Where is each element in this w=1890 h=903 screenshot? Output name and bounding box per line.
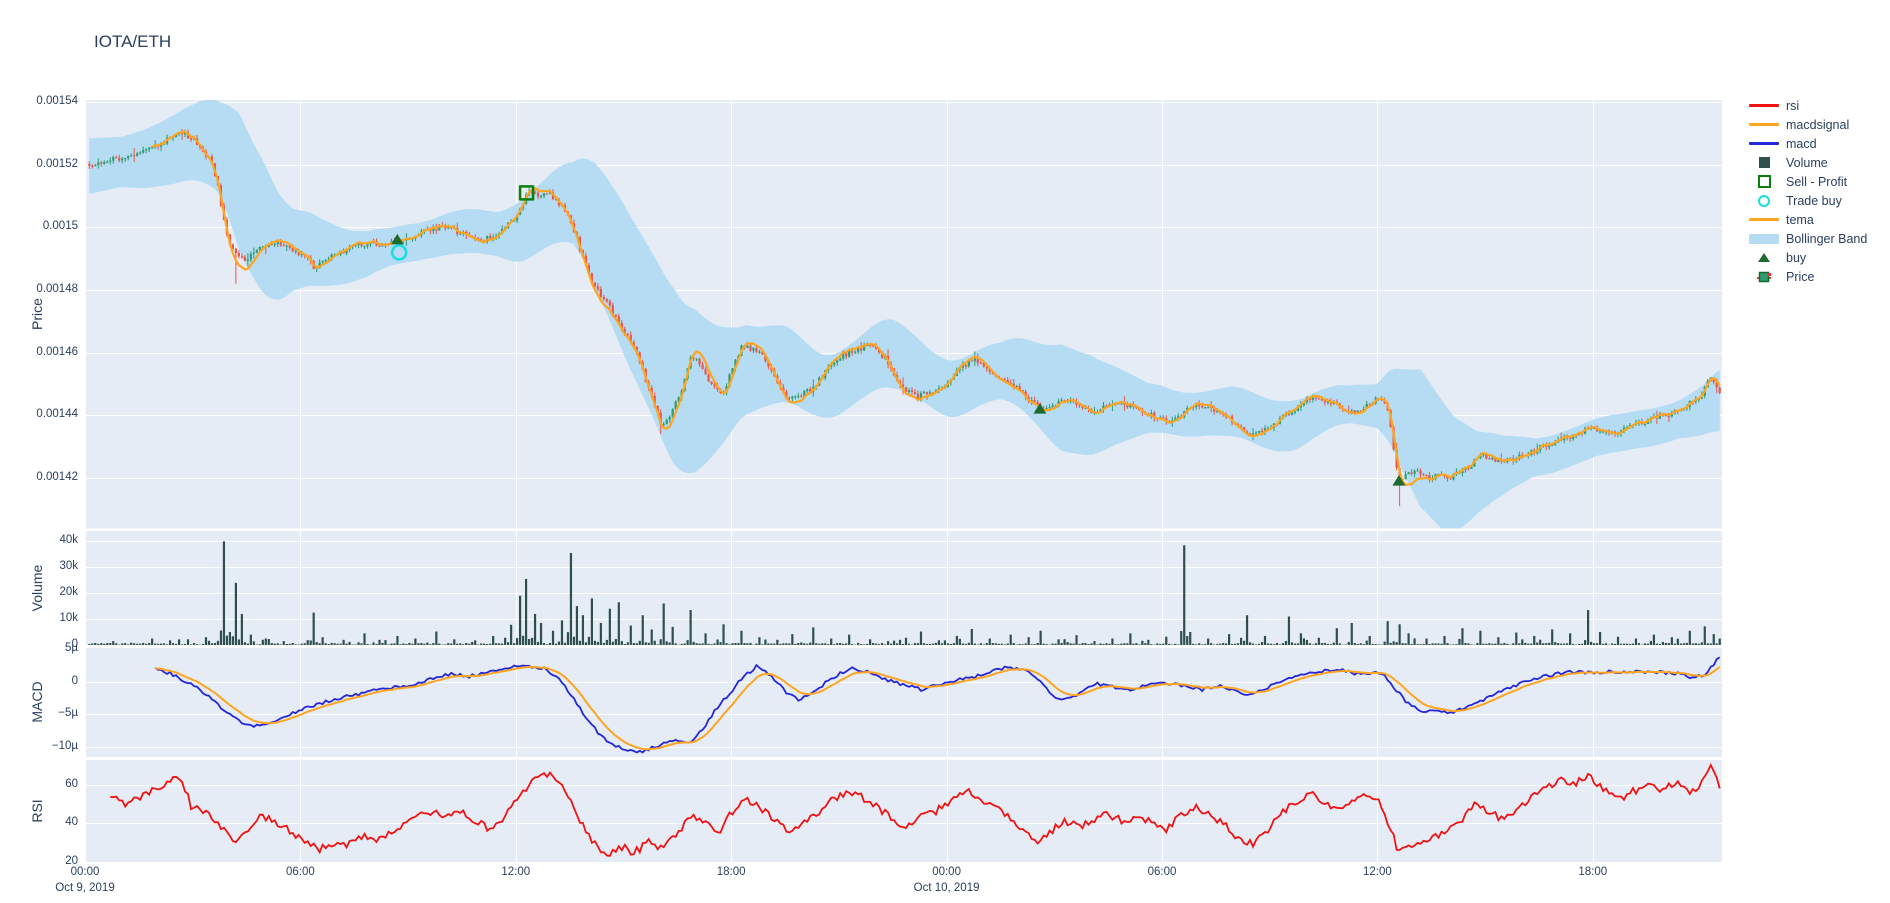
price-tick-label: 0.00142 [36, 470, 78, 483]
price-tick-label: 0.00154 [36, 95, 78, 107]
sell-profit-square-icon [1748, 175, 1780, 188]
price-tick-label: 0.0015 [42, 220, 78, 233]
x-date-label: Oct 10, 2019 [913, 882, 980, 894]
trade-buy-circle-icon [1748, 194, 1780, 207]
legend-item-label: tema [1786, 212, 1814, 227]
chart-title: IOTA/ETH [94, 32, 172, 51]
x-tick-label: 12:00 [501, 866, 531, 878]
price-tick-label: 0.00148 [36, 282, 78, 295]
price-tick-label: 0.00146 [36, 345, 78, 358]
rsi-tick-label: 20 [65, 855, 78, 867]
legend-item-macdsignal[interactable]: macdsignal [1748, 115, 1888, 134]
buy-triangle-icon [1748, 253, 1780, 262]
macd-tick-label: −10µ [51, 740, 78, 753]
legend-item-bollinger-band[interactable]: Bollinger Band [1748, 229, 1888, 248]
legend-item-volume[interactable]: Volume [1748, 153, 1888, 172]
macd-tick-label: −5µ [58, 707, 78, 720]
x-tick-label: 12:00 [1362, 866, 1392, 878]
volume-square-icon [1748, 157, 1780, 168]
tema-line-swatch-icon [1748, 218, 1780, 221]
legend-item-tema[interactable]: tema [1748, 210, 1888, 229]
x-tick-label: 18:00 [716, 866, 746, 878]
x-date-label: Oct 9, 2019 [55, 882, 115, 894]
legend-item-macd[interactable]: macd [1748, 134, 1888, 153]
legend-item-label: Price [1786, 269, 1815, 284]
macd-line-swatch-icon [1748, 142, 1780, 145]
legend-item-label: rsi [1786, 98, 1800, 113]
volume-tick-label: 40k [59, 534, 78, 547]
legend-item-label: Bollinger Band [1786, 231, 1868, 246]
x-tick-label: 06:00 [1147, 866, 1177, 878]
legend-item-label: Volume [1786, 155, 1828, 170]
legend-item-label: macdsignal [1786, 117, 1850, 132]
volume-tick-label: 30k [59, 560, 78, 573]
bollinger-band-swatch-icon [1748, 233, 1780, 244]
macdsignal-line-swatch-icon [1748, 123, 1780, 126]
x-tick-label: 06:00 [286, 866, 315, 878]
volume-tick-label: 20k [59, 586, 78, 599]
macd-tick-label: 5µ [64, 641, 78, 654]
x-tick-label: 00:00 [70, 866, 100, 878]
volume-tick-label: 0 [71, 638, 78, 650]
macd-tick-label: 0 [71, 674, 78, 687]
price-candle-icon [1748, 269, 1780, 285]
x-tick-label: 18:00 [1578, 866, 1608, 878]
x-tick-label: 00:00 [932, 866, 961, 878]
legend-item-trade-buy[interactable]: Trade buy [1748, 191, 1888, 210]
legend-item-sell-profit[interactable]: Sell - Profit [1748, 172, 1888, 191]
legend-item-rsi[interactable]: rsi [1748, 96, 1888, 115]
legend-item-price[interactable]: Price [1748, 267, 1888, 286]
volume-tick-label: 10k [59, 612, 78, 625]
legend-item-buy[interactable]: buy [1748, 248, 1888, 267]
price-tick-label: 0.00152 [36, 157, 78, 170]
legend-item-label: macd [1786, 136, 1817, 151]
rsi-line-swatch-icon [1748, 104, 1780, 107]
rsi-tick-label: 40 [65, 816, 78, 829]
price-tick-label: 0.00144 [36, 408, 78, 421]
legend: rsi macdsignal macd Volume Sell - Profit Trad… [1748, 96, 1888, 286]
rsi-tick-label: 60 [65, 777, 78, 790]
legend-item-label: buy [1786, 250, 1807, 265]
price-axis-title: Price [29, 298, 45, 330]
legend-item-label: Trade buy [1786, 193, 1842, 208]
legend-item-label: Sell - Profit [1786, 174, 1848, 189]
